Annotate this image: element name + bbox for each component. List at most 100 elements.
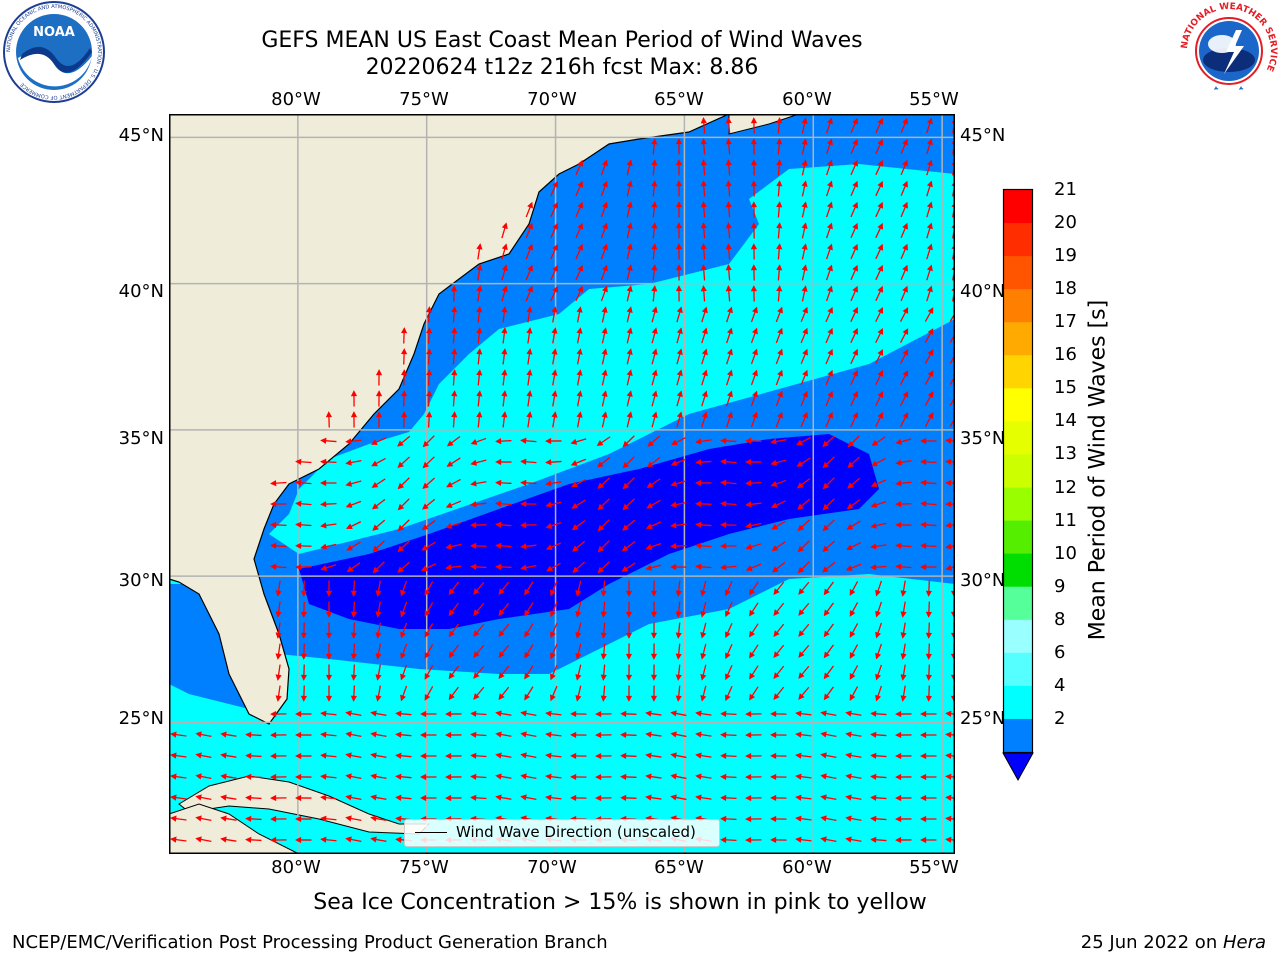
- wave-direction-arrowhead: [445, 752, 452, 760]
- legend-label: Wind Wave Direction (unscaled): [456, 823, 696, 841]
- wave-direction-arrowhead: [498, 651, 505, 659]
- wave-direction-arrowhead: [320, 564, 328, 571]
- wave-direction-arrowhead: [220, 773, 227, 780]
- colorbar-segment: [1003, 355, 1033, 389]
- wave-direction-arrowhead: [650, 674, 658, 681]
- wave-direction-arrowhead: [827, 369, 833, 377]
- wave-direction-arrowhead: [725, 652, 731, 660]
- wave-direction-arrowhead: [895, 563, 902, 570]
- wave-direction-arrowhead: [773, 693, 780, 700]
- wave-direction-arrowhead: [875, 589, 882, 597]
- wave-direction-arrowhead: [700, 694, 707, 702]
- wave-direction-arrowhead: [670, 460, 678, 466]
- wave-direction-arrowhead: [773, 609, 780, 616]
- wave-direction-arrowhead: [646, 482, 654, 489]
- wave-direction-arrowhead: [796, 439, 803, 446]
- wave-direction-arrowhead: [300, 653, 308, 660]
- wave-direction-arrowhead: [498, 693, 505, 701]
- wave-direction-arrowhead: [270, 731, 277, 739]
- wave-direction-arrowhead: [675, 632, 682, 639]
- wave-direction-arrowhead: [700, 264, 707, 271]
- wave-direction-arrowhead: [877, 411, 884, 419]
- wave-direction-arrowhead: [397, 461, 404, 469]
- wave-direction-arrowhead: [845, 565, 853, 571]
- wave-direction-arrowhead: [701, 327, 708, 335]
- wave-direction-arrowhead: [625, 632, 633, 639]
- wave-direction-arrowhead: [877, 390, 884, 398]
- wave-direction-arrowhead: [621, 565, 629, 572]
- wave-direction-arrowhead: [750, 243, 758, 250]
- wave-direction-arrowhead: [927, 412, 934, 419]
- wave-direction-arrowhead: [476, 390, 483, 397]
- wave-direction-arrowhead: [545, 480, 552, 487]
- wave-direction-arrowhead: [650, 611, 658, 618]
- wave-direction-arrowhead: [945, 479, 952, 487]
- lon-tick-top: 55°W: [909, 89, 959, 110]
- wave-direction-arrowhead: [270, 836, 277, 844]
- wave-direction-arrowhead: [195, 815, 202, 822]
- wave-direction-arrowhead: [822, 461, 830, 469]
- wave-direction-arrowhead: [845, 752, 852, 759]
- wave-direction-arrowhead: [670, 794, 677, 801]
- wave-direction-arrowhead: [920, 563, 927, 571]
- wave-direction-arrowhead: [345, 502, 353, 508]
- wave-direction-arrowhead: [400, 411, 408, 418]
- wave-direction-arrowhead: [395, 731, 402, 738]
- wave-direction-arrowhead: [895, 521, 902, 529]
- wave-direction-arrowhead: [470, 542, 477, 550]
- wave-direction-arrowhead: [445, 710, 452, 718]
- wave-direction-arrowhead: [551, 390, 558, 397]
- wave-direction-arrowhead: [695, 542, 702, 549]
- wave-direction-arrowhead: [720, 437, 727, 444]
- wave-direction-arrowhead: [847, 440, 855, 448]
- wave-direction-arrowhead: [926, 201, 933, 209]
- wave-direction-arrowhead: [622, 482, 630, 490]
- wave-direction-arrowhead: [448, 693, 455, 701]
- wave-direction-arrowhead: [595, 794, 602, 802]
- wave-direction-arrowhead: [602, 180, 608, 188]
- wave-direction-arrowhead: [552, 243, 559, 251]
- wave-direction-arrowhead: [927, 349, 934, 356]
- wave-direction-arrowhead: [695, 773, 702, 780]
- wave-direction-arrowhead: [801, 201, 808, 208]
- wave-direction-arrowhead: [375, 611, 382, 618]
- wave-direction-arrowhead: [300, 590, 308, 597]
- wave-direction-arrowhead: [902, 180, 908, 188]
- wave-direction-arrowhead: [451, 327, 458, 334]
- wave-direction-arrowhead: [675, 243, 683, 250]
- wave-direction-arrowhead: [720, 479, 727, 486]
- wave-direction-arrowhead: [601, 327, 608, 334]
- wave-direction-arrowhead: [545, 731, 552, 738]
- wave-direction-arrowhead: [625, 695, 633, 702]
- wave-direction-arrowhead: [470, 501, 477, 508]
- wave-direction-arrowhead: [551, 411, 558, 418]
- generation-stamp: 25 Jun 2022 on Hera: [1081, 932, 1266, 953]
- wave-direction-arrowhead: [621, 545, 629, 552]
- wave-direction-arrowhead: [820, 836, 827, 843]
- wave-direction-arrowhead: [170, 752, 177, 759]
- wave-direction-arrowhead: [725, 264, 732, 271]
- wave-direction-arrowhead: [826, 264, 833, 272]
- wave-direction-arrowhead: [745, 565, 753, 571]
- wave-direction-arrowhead: [650, 695, 658, 702]
- colorbar-tick-label: 14: [1054, 410, 1077, 432]
- wave-direction-arrowhead: [752, 306, 758, 314]
- wave-direction-arrowhead: [823, 693, 830, 701]
- wave-direction-arrowhead: [395, 815, 402, 822]
- wave-direction-arrowhead: [926, 264, 933, 272]
- wave-direction-arrowhead: [597, 482, 604, 489]
- wave-direction-arrowhead: [551, 306, 558, 313]
- wave-direction-arrowhead: [870, 501, 878, 508]
- wave-direction-arrowhead: [675, 285, 683, 292]
- wave-direction-arrowhead: [448, 651, 455, 659]
- wave-direction-arrowhead: [576, 369, 583, 376]
- wave-direction-arrowhead: [895, 459, 902, 466]
- wave-direction-arrowhead: [670, 752, 677, 759]
- wave-direction-arrowhead: [320, 836, 327, 843]
- wave-direction-arrowhead: [849, 631, 856, 638]
- wave-direction-arrowhead: [745, 480, 752, 487]
- wave-direction-arrowhead: [626, 243, 633, 250]
- wave-direction-arrowhead: [397, 440, 404, 447]
- lat-tick-left: 25°N: [118, 708, 164, 729]
- wave-direction-arrowhead: [446, 440, 454, 447]
